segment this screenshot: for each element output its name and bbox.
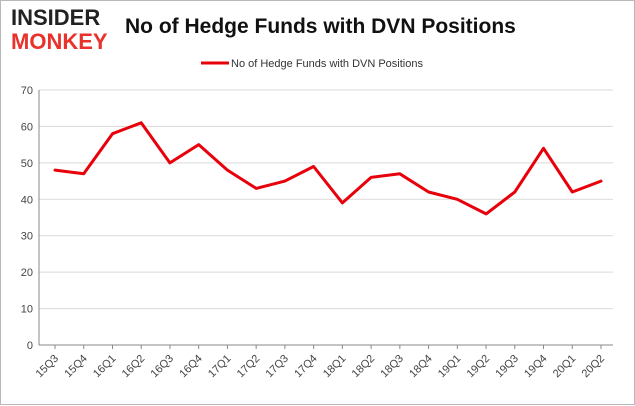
y-tick-label: 30 (21, 231, 33, 243)
x-tick-label: 19Q4 (522, 353, 550, 381)
x-tick-label: 19Q3 (493, 353, 521, 381)
x-tick-label: 17Q2 (235, 353, 263, 381)
x-tick-label: 18Q4 (407, 353, 435, 381)
y-tick-label: 40 (21, 194, 33, 206)
x-tick-label: 16Q3 (149, 353, 177, 381)
legend-label: No of Hedge Funds with DVN Positions (231, 58, 423, 70)
x-tick-label: 17Q1 (206, 353, 234, 381)
x-tick-label: 17Q3 (263, 353, 291, 381)
y-tick-label: 10 (21, 304, 33, 316)
y-tick-label: 60 (21, 121, 33, 133)
x-tick-label: 18Q3 (378, 353, 406, 381)
y-tick-label: 70 (21, 85, 33, 97)
x-tick-label: 18Q1 (321, 353, 349, 381)
logo-line1: INSIDER (11, 5, 101, 30)
y-tick-label: 50 (21, 158, 33, 170)
logo-line2: MONKEY (11, 29, 108, 54)
x-tick-label: 18Q2 (350, 353, 378, 381)
insider-monkey-logo: INSIDER MONKEY (11, 7, 121, 55)
x-tick-label: 16Q1 (91, 353, 119, 381)
x-tick-label: 15Q4 (62, 353, 90, 381)
x-tick-label: 15Q3 (34, 353, 62, 381)
y-tick-label: 20 (21, 267, 33, 279)
x-tick-label: 16Q4 (177, 353, 205, 381)
y-tick-label: 0 (27, 340, 33, 352)
x-tick-label: 17Q4 (292, 353, 320, 381)
x-tick-label: 20Q2 (580, 353, 608, 381)
x-tick-label: 19Q2 (465, 353, 493, 381)
x-tick-label: 16Q2 (120, 353, 148, 381)
series-line (53, 121, 603, 216)
x-tick-label: 20Q1 (551, 353, 579, 381)
chart-title: No of Hedge Funds with DVN Positions (125, 15, 516, 38)
x-tick-label: 19Q1 (436, 353, 464, 381)
